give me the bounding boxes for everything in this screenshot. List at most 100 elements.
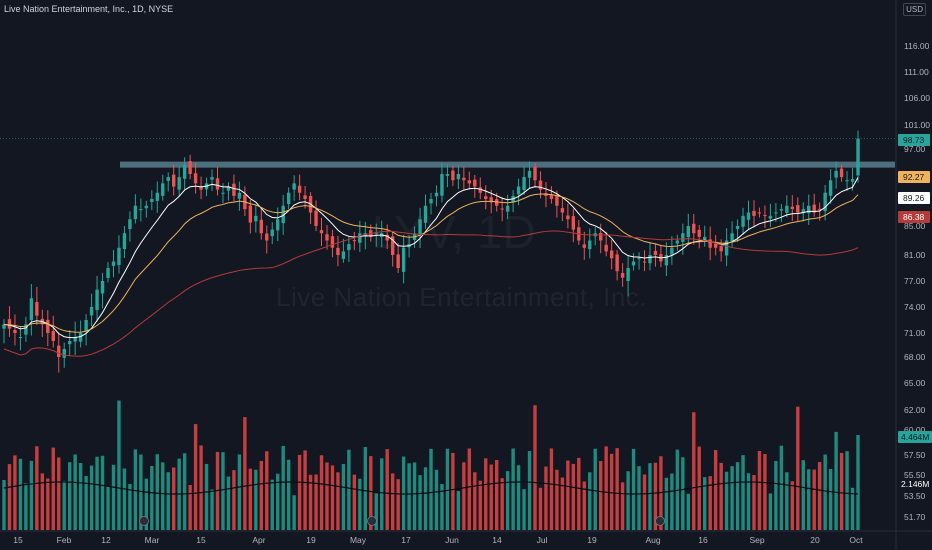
x-tick-label: Apr [252,535,265,545]
candle-body [489,197,493,203]
price-badge-label: 98.73 [903,135,925,145]
volume-bar [221,452,225,530]
volume-bar [505,471,510,530]
volume-bar [746,473,751,530]
price-badge [898,211,930,223]
volume-bar [467,448,472,530]
volume-bar [692,412,696,530]
volume-bar [544,466,548,530]
candle-body [752,210,756,216]
candle-body [774,212,778,214]
volume-bar [237,454,242,530]
candle-body [703,236,707,241]
candle-body [199,187,203,190]
volume-bar [423,467,428,530]
candle-body [286,192,291,205]
volume-bar [286,459,291,530]
candle-body [620,272,625,278]
candle-body [637,258,641,260]
volume-bar [270,479,274,530]
volume-bar [779,445,784,530]
volume-bar [259,461,263,530]
volume-bar [703,477,707,530]
candle-body [221,192,225,194]
candle-body [276,219,280,231]
earnings-markers [139,516,665,526]
candle-body [505,205,510,212]
candle-body [429,199,433,204]
candle-body [850,179,855,182]
x-tick-label: 12 [101,535,111,545]
candle-body [172,174,176,187]
candle-body [478,187,482,193]
earnings-marker-icon[interactable] [139,516,149,526]
volume-bar [193,424,198,530]
candle-body [828,180,833,196]
volume-bar [440,484,444,530]
candle-body [35,301,39,316]
volume-bar [13,455,17,530]
volume-bar [29,460,34,530]
candle-body [418,219,422,235]
resistance-band[interactable] [120,161,895,168]
candle-body [642,261,647,263]
candle-body [708,239,712,248]
volume-bar [856,435,860,530]
candle-body [560,208,565,213]
volume-bar [429,448,433,530]
currency-selector[interactable]: USD [903,3,926,16]
candle-body [341,251,346,259]
volume-bar [46,478,50,530]
volume-badge [898,478,932,490]
candle-body [144,205,149,209]
candle-body [615,254,619,272]
candle-body [730,233,734,241]
volume-bar [226,476,231,530]
volume-bar [390,473,395,530]
earnings-marker-icon[interactable] [367,516,377,526]
candle-body [467,180,472,184]
candle-body [582,244,586,248]
volume-bar [40,473,45,530]
volume-bar [653,462,658,530]
volume-bar [369,456,373,530]
volume-bar [385,449,389,530]
volume-bar [527,451,532,530]
candle-body [237,192,242,199]
volume-bar [582,481,586,530]
candle-body [358,233,362,243]
volume-bar [708,476,712,530]
volume-bar [817,461,822,530]
y-tick-label: 53.50 [904,491,926,501]
candle-body [434,192,439,197]
volume-bar [133,449,138,530]
x-tick-label: 19 [306,535,316,545]
volume-bar [642,474,647,530]
candle-body [401,247,406,272]
candle-body [779,209,784,211]
volume-bar [845,451,849,530]
candle-body [51,330,55,341]
volume-bar [664,477,669,530]
volume-bar [615,448,619,530]
candle-body [385,234,389,241]
candle-body [18,337,23,338]
y-tick-label: 55.50 [904,470,926,480]
volume-bar [243,417,247,530]
volume-bar [566,460,570,530]
candle-body [527,170,532,178]
candle-body [325,234,329,241]
price-badge-label: 92.27 [903,172,925,182]
volume-bar [204,463,209,530]
volume-bar [555,469,559,530]
volume-bar [812,469,816,530]
y-tick-label: 71.00 [904,328,926,338]
volume-bar [571,463,576,530]
candle-body [177,177,181,190]
volume-bar [374,493,378,530]
volume-bar [418,475,422,530]
earnings-marker-icon[interactable] [655,516,665,526]
volume-bar [111,464,116,530]
volume-badge-label: 2.146M [901,479,929,489]
